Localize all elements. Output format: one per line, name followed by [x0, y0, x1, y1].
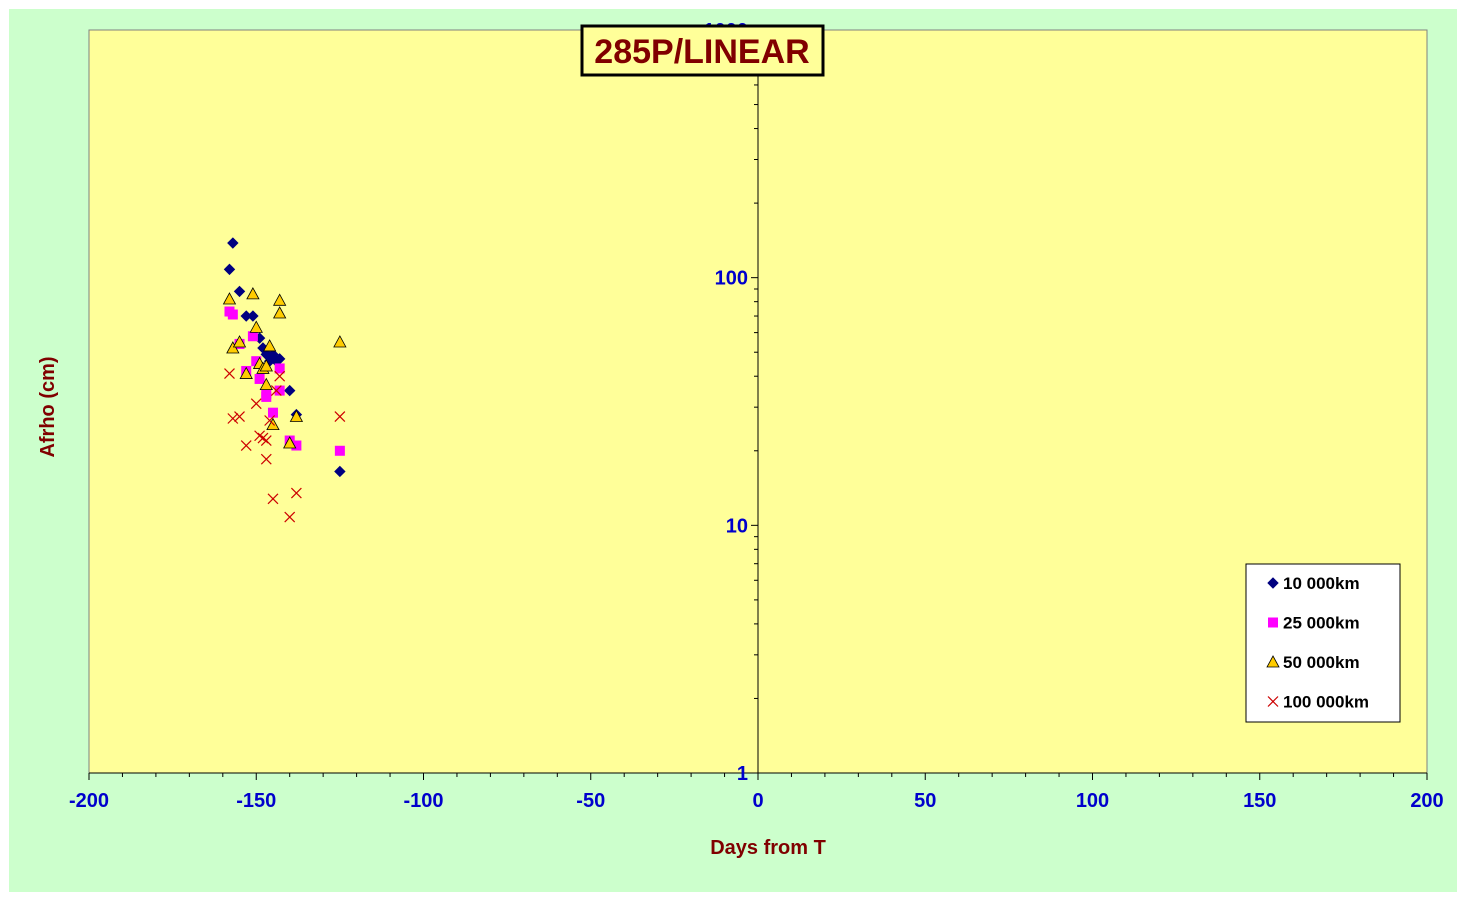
data-point — [283, 436, 297, 449]
x-tick-label: 200 — [1410, 790, 1443, 812]
data-point — [262, 339, 277, 352]
data-point — [274, 363, 285, 374]
x-tick-label: -200 — [69, 790, 109, 812]
legend-box — [1245, 563, 1401, 723]
data-point — [239, 366, 253, 379]
x-tick-label: 0 — [752, 790, 763, 812]
legend-marker — [1266, 655, 1280, 668]
data-point — [224, 368, 235, 379]
data-point — [227, 237, 239, 249]
data-point — [254, 430, 266, 442]
x-tick-label: 100 — [1076, 790, 1109, 812]
data-point — [267, 493, 279, 505]
data-point — [334, 445, 345, 456]
data-point — [227, 413, 239, 424]
legend-marker — [1268, 617, 1278, 628]
data-point — [283, 384, 296, 397]
legend-label: 10 000km — [1283, 574, 1360, 593]
data-point — [289, 409, 304, 422]
x-tick-label: -150 — [236, 790, 276, 812]
legend-item: 10 000km — [1267, 574, 1360, 593]
legend-label: 25 000km — [1283, 614, 1360, 633]
x-tick-label: -50 — [576, 790, 605, 812]
data-point — [257, 432, 269, 444]
chart-title-box: 285P/LINEAR — [580, 24, 825, 77]
x-tick-label: -100 — [403, 790, 443, 812]
data-point — [233, 285, 246, 298]
data-point — [240, 440, 252, 451]
data-point — [284, 511, 296, 523]
data-point — [272, 293, 287, 306]
chart-svg: -200-150-100-500501001502001101001000 28… — [37, 20, 1444, 859]
x-tick-label: 50 — [914, 790, 936, 812]
data-point — [222, 292, 237, 305]
data-point — [259, 377, 273, 391]
data-point — [247, 331, 258, 342]
data-point — [290, 487, 302, 499]
data-point — [226, 341, 240, 354]
y-tick-label: 100 — [715, 268, 748, 290]
y-tick-label: 10 — [726, 515, 748, 537]
legend: 10 000km 25 000km 50 000km 100 000km — [1245, 563, 1401, 723]
x-tick-label: 150 — [1243, 790, 1276, 812]
legend-marker — [1267, 696, 1279, 707]
data-point — [264, 415, 276, 426]
data-point — [260, 453, 272, 465]
data-point — [246, 287, 260, 300]
y-axis-title: Afrho (cm) — [37, 356, 59, 457]
data-point — [247, 310, 259, 322]
data-point — [261, 388, 272, 399]
data-point — [259, 359, 273, 372]
legend-item: 100 000km — [1267, 693, 1369, 712]
data-point — [270, 385, 282, 397]
data-point — [234, 411, 245, 422]
data-point — [250, 398, 262, 410]
data-point — [333, 335, 347, 348]
data-point — [274, 370, 286, 382]
y-tick-label: 1 — [737, 763, 748, 785]
chart-area: -200-150-100-500501001502001101001000 28… — [9, 9, 1457, 892]
data-point — [227, 309, 238, 320]
x-axis-title: Days from T — [710, 837, 826, 859]
data-point — [274, 385, 285, 396]
data-point — [249, 320, 263, 333]
legend-marker — [1267, 577, 1279, 589]
data-point — [232, 335, 247, 348]
data-point — [267, 407, 278, 418]
data-point — [334, 465, 346, 478]
data-point — [254, 373, 265, 384]
chart-title: 285P/LINEAR — [594, 33, 809, 71]
legend-item: 50 000km — [1266, 653, 1360, 672]
legend-item: 25 000km — [1268, 614, 1360, 633]
data-points — [222, 237, 347, 523]
data-point — [260, 435, 272, 446]
data-point — [223, 263, 236, 276]
data-point — [272, 306, 287, 319]
series-3 — [222, 287, 347, 449]
legend-label: 50 000km — [1283, 653, 1360, 672]
series-4 — [224, 368, 346, 523]
legend-label: 100 000km — [1283, 693, 1369, 712]
data-point — [334, 411, 346, 422]
